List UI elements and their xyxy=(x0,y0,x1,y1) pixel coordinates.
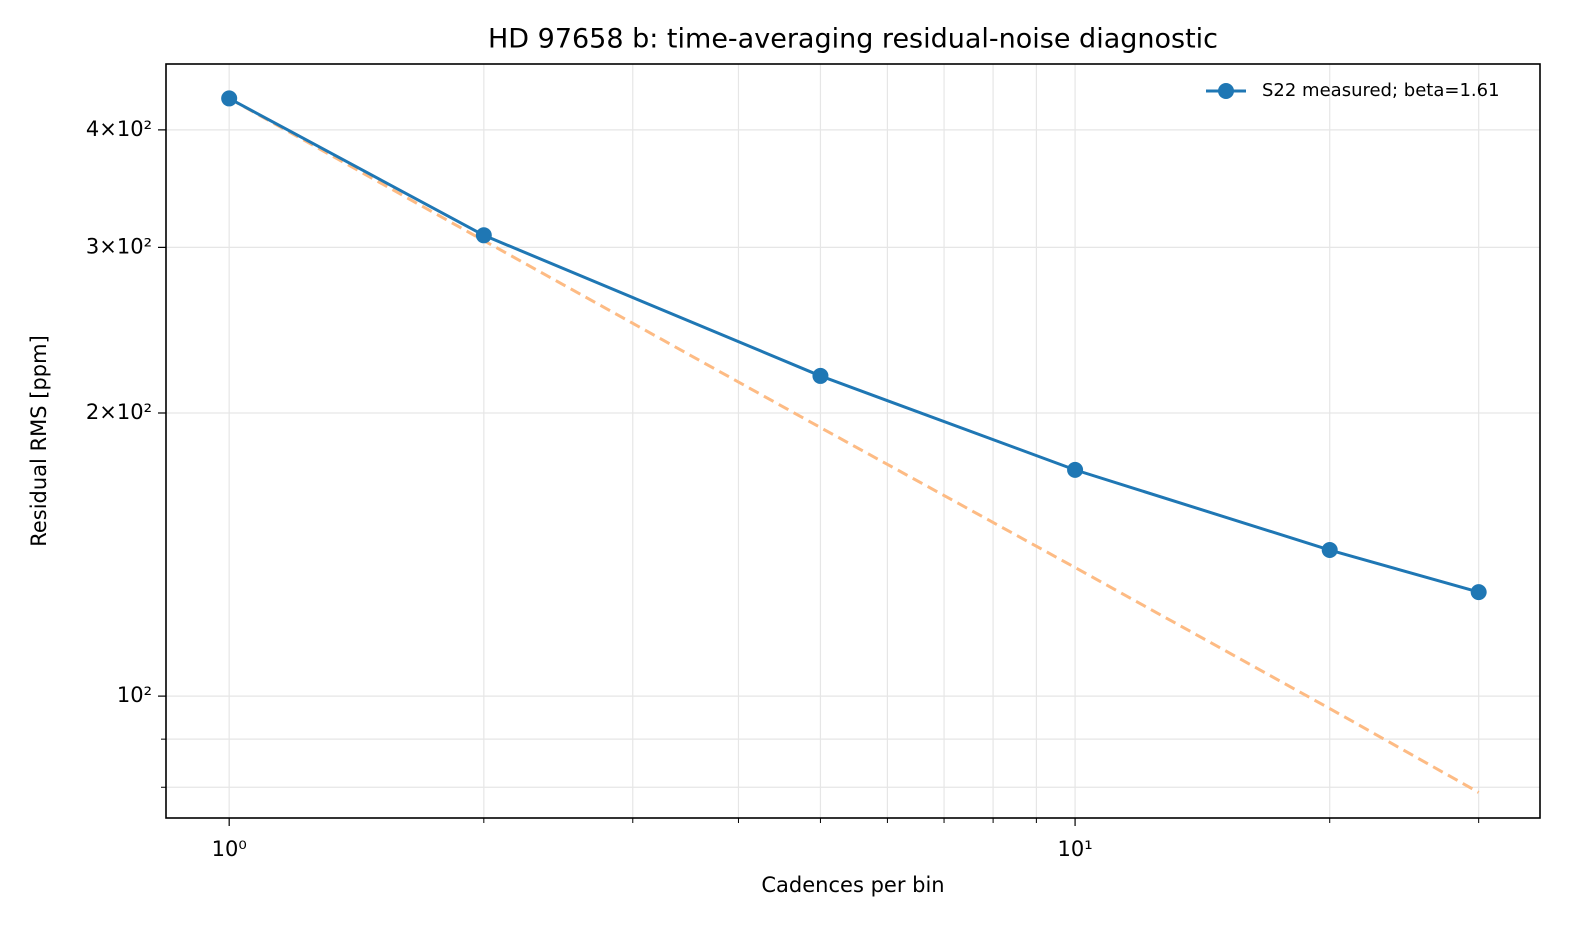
data-point xyxy=(221,90,238,107)
data-point xyxy=(475,227,492,244)
x-axis-label: Cadences per bin xyxy=(761,873,944,897)
x-tick-label: 10¹ xyxy=(1058,837,1093,861)
y-tick-label: 3×10² xyxy=(86,234,152,258)
series-line xyxy=(228,97,1480,794)
x-tick-label: 10⁰ xyxy=(212,837,247,861)
legend-label: S22 measured; beta=1.61 xyxy=(1262,80,1500,101)
plot-frame xyxy=(165,63,1541,819)
y-tick-label: 4×10² xyxy=(86,117,152,141)
y-tick-label: 10² xyxy=(117,683,152,707)
series-line xyxy=(228,97,1480,594)
y-tick-label: 2×10² xyxy=(86,400,152,424)
legend-marker xyxy=(1218,83,1234,99)
data-point xyxy=(1470,584,1487,601)
data-point xyxy=(1321,542,1338,559)
data-point xyxy=(812,367,829,384)
chart-title: HD 97658 b: time-averaging residual-nois… xyxy=(488,24,1218,55)
y-axis-label: Residual RMS [ppm] xyxy=(27,335,51,547)
data-point xyxy=(1067,461,1084,478)
